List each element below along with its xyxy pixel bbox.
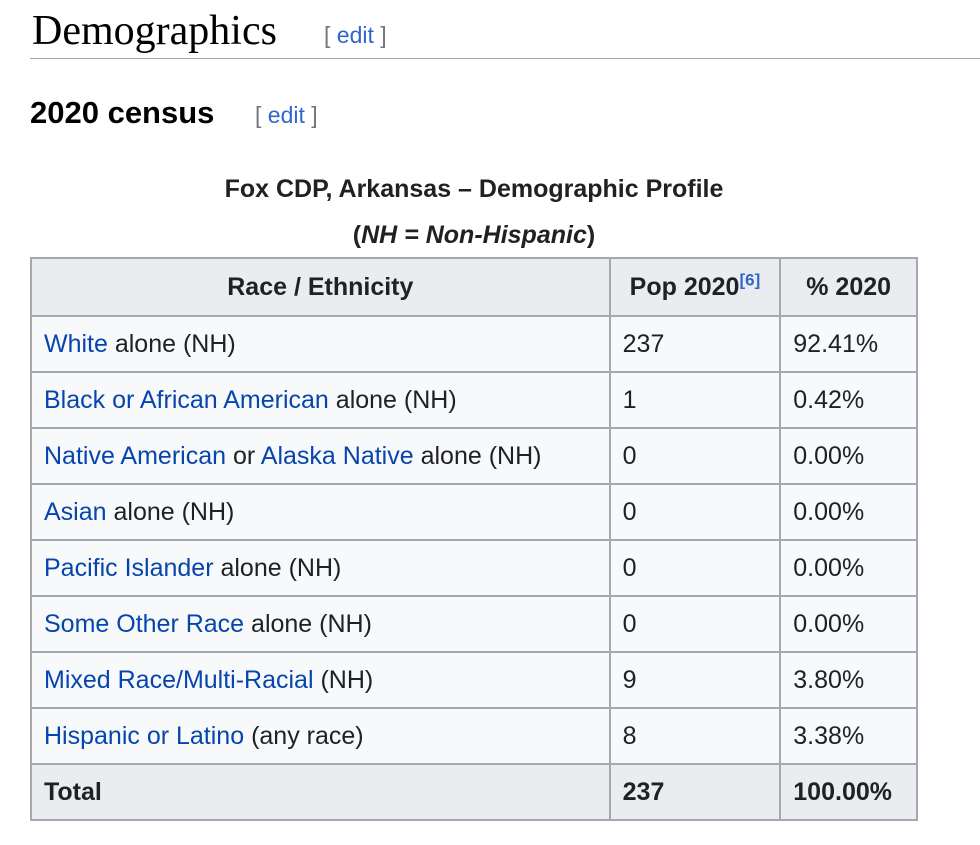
table-caption-note: (NH = Non-Hispanic)	[30, 220, 918, 250]
pct-cell: 3.80%	[779, 651, 918, 709]
pct-cell: 3.38%	[779, 707, 918, 765]
race-link[interactable]: Mixed Race/Multi-Racial	[44, 665, 314, 694]
race-text: alone (NH)	[244, 609, 372, 638]
race-text: alone (NH)	[328, 385, 457, 414]
table-row: Asian alone (NH) 0 0.00%	[30, 483, 918, 541]
pct-cell: 0.00%	[779, 595, 918, 653]
race-link[interactable]: Alaska Native	[260, 441, 414, 470]
table-header-row: Race / Ethnicity Pop 2020[6] % 2020	[30, 257, 918, 317]
pop-cell: 0	[608, 595, 782, 653]
section-edit-link[interactable]: edit	[336, 22, 374, 48]
table-row: Hispanic or Latino (any race) 8 3.38%	[30, 707, 918, 765]
race-text: alone (NH)	[107, 329, 236, 358]
pct-cell: 0.00%	[779, 539, 918, 597]
race-link[interactable]: Asian	[44, 497, 107, 526]
pop-cell: 0	[608, 427, 782, 485]
race-link[interactable]: Some Other Race	[44, 609, 245, 638]
header-pop-label: Pop 2020	[629, 272, 740, 301]
total-pct: 100.00%	[779, 763, 918, 821]
header-pop: Pop 2020[6]	[608, 257, 782, 317]
race-text: alone (NH)	[106, 497, 235, 526]
race-link[interactable]: Hispanic or Latino	[44, 721, 245, 750]
race-cell: Some Other Race alone (NH)	[30, 595, 611, 653]
race-text: alone (NH)	[413, 441, 542, 470]
race-cell: Native American or Alaska Native alone (…	[30, 427, 611, 485]
demographic-table: Race / Ethnicity Pop 2020[6] % 2020 Whit…	[30, 257, 918, 821]
race-text: alone (NH)	[213, 553, 342, 582]
edit-bracket-open: [	[324, 22, 331, 48]
caption-paren-open: (	[352, 221, 362, 249]
race-text: (NH)	[313, 665, 374, 694]
pct-cell: 0.42%	[779, 371, 918, 429]
table-row: White alone (NH) 237 92.41%	[30, 315, 918, 373]
race-cell: Asian alone (NH)	[30, 483, 611, 541]
pop-cell: 8	[608, 707, 782, 765]
race-cell: Hispanic or Latino (any race)	[30, 707, 611, 765]
race-link[interactable]: Native American	[44, 441, 227, 470]
race-link[interactable]: Black or African American	[44, 385, 329, 414]
subsection-edit-link[interactable]: edit	[267, 102, 305, 128]
race-cell: Mixed Race/Multi-Racial (NH)	[30, 651, 611, 709]
caption-paren-close: )	[586, 221, 596, 249]
pct-cell: 92.41%	[779, 315, 918, 373]
total-pop: 237	[608, 763, 782, 821]
pop-cell: 9	[608, 651, 782, 709]
edit-bracket-close: ]	[311, 102, 318, 128]
table-row: Pacific Islander alone (NH) 0 0.00%	[30, 539, 918, 597]
race-text: (any race)	[244, 721, 364, 750]
section-title: Demographics	[32, 8, 277, 54]
table-caption: Fox CDP, Arkansas – Demographic Profile	[224, 175, 724, 203]
table-row: Some Other Race alone (NH) 0 0.00%	[30, 595, 918, 653]
table-body: White alone (NH) 237 92.41% Black or Africa…	[30, 315, 918, 765]
race-link[interactable]: White	[44, 329, 108, 358]
total-row: Total 237 100.00%	[30, 763, 918, 821]
header-race: Race / Ethnicity	[30, 257, 611, 317]
race-cell: Black or African American alone (NH)	[30, 371, 611, 429]
edit-bracket-close: ]	[380, 22, 387, 48]
subsection-title: 2020 census	[30, 95, 215, 130]
pop-cell: 1	[608, 371, 782, 429]
race-cell: Pacific Islander alone (NH)	[30, 539, 611, 597]
subsection-edit: [ edit ]	[255, 102, 318, 129]
caption-note-text: NH = Non-Hispanic	[361, 221, 587, 249]
total-label: Total	[30, 763, 611, 821]
header-pct: % 2020	[779, 257, 918, 317]
reference-link[interactable]: [6]	[739, 270, 761, 290]
pct-cell: 0.00%	[779, 427, 918, 485]
pop-cell: 0	[608, 539, 782, 597]
pct-cell: 0.00%	[779, 483, 918, 541]
race-link[interactable]: Pacific Islander	[44, 553, 214, 582]
pop-cell: 237	[608, 315, 782, 373]
section-heading: Demographics [ edit ]	[30, 0, 980, 59]
table-row: Black or African American alone (NH) 1 0.4…	[30, 371, 918, 429]
table-row: Native American or Alaska Native alone (…	[30, 427, 918, 485]
race-cell: White alone (NH)	[30, 315, 611, 373]
edit-bracket-open: [	[255, 102, 262, 128]
section-edit: [ edit ]	[324, 22, 387, 49]
table-row: Mixed Race/Multi-Racial (NH) 9 3.80%	[30, 651, 918, 709]
race-text: or	[226, 441, 261, 470]
pop-cell: 0	[608, 483, 782, 541]
